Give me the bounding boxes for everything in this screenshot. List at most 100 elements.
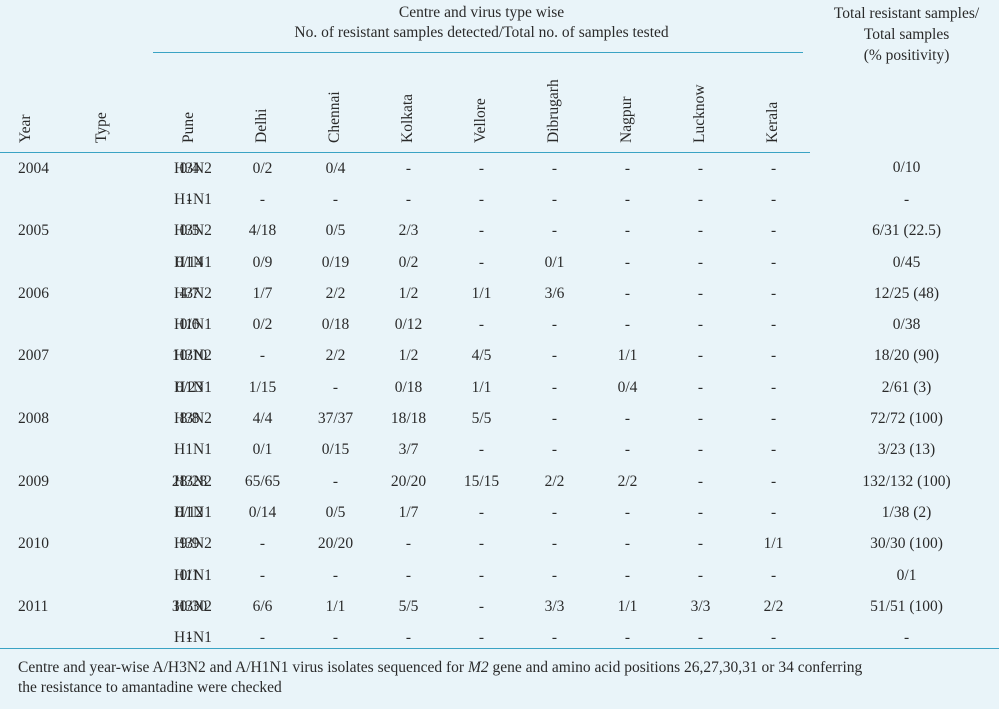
total-cell: 2/61 (3) bbox=[881, 378, 932, 396]
total-cell: 0/38 bbox=[892, 316, 921, 334]
type-cell: H1N1 bbox=[174, 378, 212, 396]
centre-value-cell: 20/20 bbox=[317, 535, 354, 553]
centre-value-cell: - bbox=[697, 410, 704, 428]
centre-value-cell: 2/2 bbox=[325, 347, 346, 365]
column-header-kolkata: Kolkata bbox=[399, 93, 416, 143]
centre-value-cell: - bbox=[478, 503, 485, 521]
centre-value-cell: 0/6 bbox=[179, 316, 200, 334]
centre-value-cell: 1/1 bbox=[325, 597, 346, 615]
centre-value-cell: - bbox=[624, 316, 631, 334]
centre-value-cell: 0/14 bbox=[248, 503, 277, 521]
total-cell: 132/132 (100) bbox=[862, 472, 951, 490]
header-group-rule bbox=[153, 52, 803, 53]
type-cell: H1N1 bbox=[174, 629, 212, 647]
type-cell: H3N2 bbox=[174, 159, 212, 177]
year-cell bbox=[0, 372, 78, 403]
type-cell: H1N1 bbox=[174, 253, 212, 271]
type-cell: H3N2 bbox=[174, 410, 212, 428]
type-cell: H1N1 bbox=[174, 566, 212, 584]
year-cell: 2011 bbox=[18, 597, 49, 615]
centre-value-cell: 30/30 bbox=[171, 597, 208, 615]
centre-value-cell: - bbox=[697, 441, 704, 459]
centre-value-cell: - bbox=[332, 472, 339, 490]
centre-value-cell: - bbox=[551, 190, 558, 208]
header-total: Total resistant samples/ Total samples (… bbox=[810, 0, 999, 153]
centre-value-cell: - bbox=[697, 535, 704, 553]
year-cell bbox=[0, 247, 78, 278]
centre-value-cell: 0/5 bbox=[325, 222, 346, 240]
centre-value-cell: - bbox=[478, 597, 485, 615]
table-row: H1N1 0/1 0/15 3/7 - - - - - 3/23 (13) bbox=[0, 435, 999, 466]
centre-value-cell: - bbox=[405, 535, 412, 553]
column-header-nagpur: Nagpur bbox=[618, 96, 635, 144]
centre-value-cell: 2/2 bbox=[544, 472, 565, 490]
centre-value-cell: - bbox=[770, 378, 777, 396]
total-cell: 72/72 (100) bbox=[870, 410, 943, 428]
centre-value-cell: - bbox=[697, 503, 704, 521]
centre-value-cell: 15/15 bbox=[463, 472, 500, 490]
centre-value-cell: - bbox=[697, 629, 704, 647]
year-cell: 2004 bbox=[18, 159, 49, 177]
table-row: 2009 H3N2 28/28 65/65 - 20/20 15/15 2/2 2/2 - - 132… bbox=[0, 466, 999, 497]
centre-value-cell: 0/19 bbox=[321, 253, 350, 271]
centre-value-cell: 1/1 bbox=[763, 535, 784, 553]
column-header-year: Year bbox=[17, 114, 34, 143]
centre-value-cell: - bbox=[259, 190, 266, 208]
centre-value-cell: - bbox=[405, 566, 412, 584]
centre-value-cell: 1/1 bbox=[617, 597, 638, 615]
centre-value-cell: 4/5 bbox=[471, 347, 492, 365]
centre-value-cell: 0/2 bbox=[398, 253, 419, 271]
centre-value-cell: - bbox=[186, 190, 193, 208]
centre-value-cell: - bbox=[697, 159, 704, 177]
year-cell bbox=[0, 309, 78, 340]
centre-value-cell: - bbox=[551, 410, 558, 428]
centre-value-cell: - bbox=[332, 566, 339, 584]
centre-value-cell: 0/12 bbox=[175, 503, 204, 521]
centre-value-cell: - bbox=[478, 253, 485, 271]
header-group-line2: No. of resistant samples detected/Total … bbox=[294, 24, 669, 41]
table-row: H1N1 0/6 0/2 0/18 0/12 - - - - - 0/38 bbox=[0, 309, 999, 340]
centre-value-cell: 0/5 bbox=[325, 503, 346, 521]
resistance-table: Centre and virus type wise No. of resist… bbox=[0, 0, 999, 653]
centre-value-cell: 0/1 bbox=[544, 253, 565, 271]
centre-value-cell: - bbox=[770, 441, 777, 459]
table-row: 2010 H3N2 9/9 - 20/20 - - - - - 1/1 30/30 (100) bbox=[0, 529, 999, 560]
year-cell bbox=[0, 184, 78, 215]
table-row: 2011 H3N2 30/30 6/6 1/1 5/5 - 3/3 1/1 3/3 2/2 51/51… bbox=[0, 591, 999, 622]
type-cell: H1N1 bbox=[174, 190, 212, 208]
centre-value-cell: 0/1 bbox=[179, 566, 200, 584]
centre-value-cell: - bbox=[770, 566, 777, 584]
footnote-line2: the resistance to amantadine were checke… bbox=[18, 679, 282, 696]
type-cell: H1N1 bbox=[174, 441, 212, 459]
centre-value-cell: - bbox=[770, 316, 777, 334]
centre-value-cell: - bbox=[405, 190, 412, 208]
type-cell: H3N2 bbox=[174, 535, 212, 553]
centre-value-cell: - bbox=[770, 503, 777, 521]
centre-value-cell: - bbox=[405, 159, 412, 177]
centre-value-cell: 37/37 bbox=[317, 410, 354, 428]
centre-value-cell: 0/18 bbox=[394, 378, 423, 396]
centre-value-cell: 0/1 bbox=[252, 441, 273, 459]
header-total-line1: Total resistant samples/ bbox=[833, 5, 980, 22]
centre-value-cell: 3/3 bbox=[544, 597, 565, 615]
centre-value-cell: 0/12 bbox=[394, 316, 423, 334]
centre-value-cell: 0/23 bbox=[175, 378, 204, 396]
footnote-part1: Centre and year-wise A/H3N2 and A/H1N1 v… bbox=[18, 659, 468, 676]
table-row: H1N1- - - - - - - - - - bbox=[0, 622, 999, 653]
centre-value-cell: 1/1 bbox=[471, 378, 492, 396]
table-row: 2008 H3N2 8/8 4/4 37/37 18/18 5/5 - - - - 72/72 (10… bbox=[0, 403, 999, 434]
column-header-lucknow-cell: Lucknow bbox=[664, 57, 737, 153]
centre-value-cell: - bbox=[332, 629, 339, 647]
centre-value-cell: 4/7 bbox=[179, 284, 200, 302]
centre-value-cell: - bbox=[478, 566, 485, 584]
year-cell bbox=[0, 560, 78, 591]
centre-value-cell: 28/28 bbox=[171, 472, 208, 490]
type-cell: H1N1 bbox=[174, 503, 212, 521]
centre-value-cell: - bbox=[697, 347, 704, 365]
centre-value-cell: - bbox=[551, 316, 558, 334]
year-cell: 2010 bbox=[18, 535, 49, 553]
column-header-dibrugarh: Dibrugarh bbox=[545, 79, 562, 143]
centre-value-cell: - bbox=[770, 347, 777, 365]
column-header-lucknow: Lucknow bbox=[691, 84, 708, 143]
